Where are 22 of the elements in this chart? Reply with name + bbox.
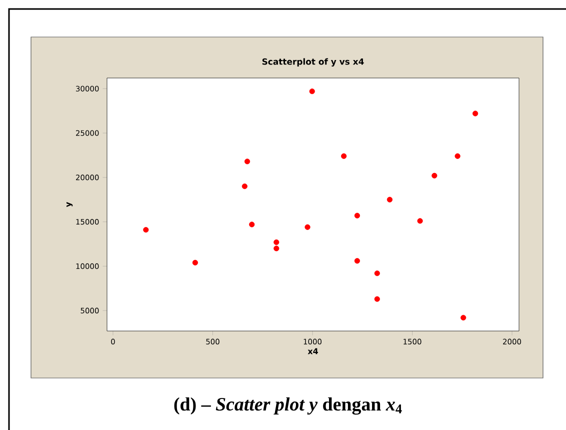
point [244, 158, 250, 164]
point [386, 196, 393, 202]
point [309, 88, 315, 94]
point [354, 212, 360, 218]
point [341, 153, 347, 159]
point [274, 239, 280, 246]
point [432, 172, 438, 178]
point [192, 260, 198, 266]
point [304, 224, 310, 230]
point [274, 246, 280, 252]
point [417, 218, 423, 224]
point [454, 153, 460, 159]
point [374, 296, 380, 302]
point [374, 270, 380, 276]
point [460, 314, 466, 320]
point [242, 184, 248, 190]
point [143, 227, 149, 233]
point [354, 258, 360, 264]
text: (d) – Scatter plot y dengan x$_{4}$ [174, 397, 402, 415]
chart-title: Scatterplot of y vs x4 [262, 58, 364, 66]
point [249, 222, 255, 228]
point [472, 110, 478, 116]
